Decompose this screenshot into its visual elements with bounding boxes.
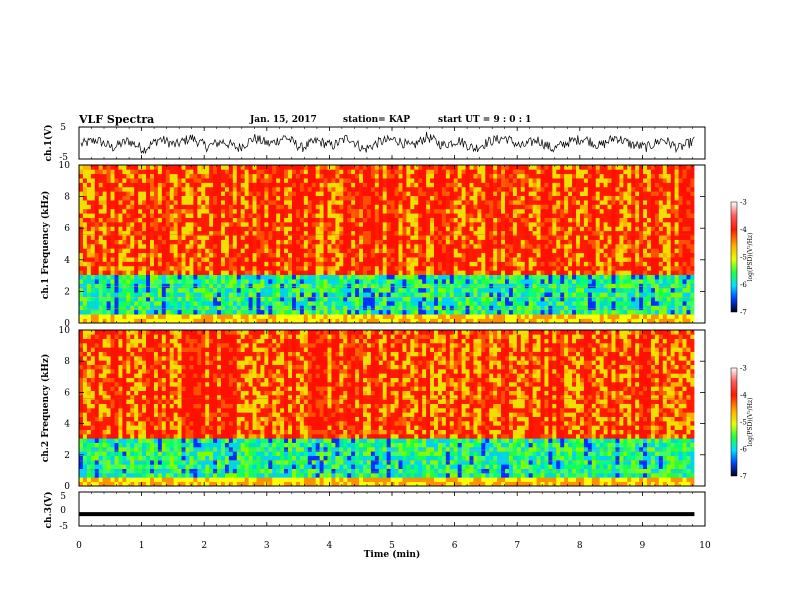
ch3-ytick-mid: 0	[60, 506, 66, 516]
ch1-colorbar-tick-2: -5	[740, 254, 747, 262]
ch1-colorbar-tick-4: -7	[740, 309, 747, 317]
ch2-colorbar-tick-4: -7	[740, 473, 747, 481]
ch1-waveform-ylabel: ch.1(V)	[43, 125, 54, 162]
ch1-waveform-panel: 5 -5 ch.1(V)	[43, 123, 706, 163]
ch1-waveform-line	[80, 131, 695, 154]
time-tick-0: 0	[76, 541, 82, 551]
ch2-ytick-3: 6	[64, 388, 70, 398]
start-time-label: start UT = 9 : 0 : 1	[438, 115, 531, 125]
ch1-colorbar-tick-1: -4	[740, 226, 747, 234]
date-label: Jan. 15, 2017	[249, 115, 317, 125]
ch1-colorbar-tick-3: -6	[740, 281, 747, 289]
time-tick-7: 7	[514, 541, 520, 551]
ch2-freq-ylabel: ch.2 Frequency (kHz)	[40, 354, 51, 463]
ch2-colorbar-label: log(PSD)(V²/Hz)	[747, 398, 754, 447]
ch1-spectrogram-image	[79, 165, 705, 324]
ch2-ytick-4: 8	[64, 357, 70, 367]
ch1-ytick-0: 0	[64, 319, 70, 329]
time-tick-9: 9	[640, 541, 646, 551]
time-tick-4: 4	[327, 541, 333, 551]
figure-title: VLF Spectra	[78, 113, 154, 126]
ch2-colorbar-tick-3: -6	[740, 446, 747, 454]
ch1-colorbar-label: log(PSD)(V²/Hz)	[747, 233, 754, 282]
time-axis-label: Time (min)	[364, 549, 421, 560]
ch2-colorbar-tick-2: -5	[740, 419, 747, 427]
ch1-ytick-top: 5	[60, 123, 66, 133]
ch1-ytick-3: 6	[64, 224, 70, 234]
ch1-ytick-1: 2	[64, 287, 70, 297]
time-axis-ticks: 0 1 2 3 4 5 6 7 8 9 10	[76, 127, 711, 551]
ch1-ytick-5: 10	[59, 161, 71, 171]
ch3-waveform-ylabel: ch.3(V)	[43, 492, 54, 529]
ch1-waveform-trace	[80, 131, 695, 154]
ch1-colorbar-tick-0: -3	[740, 199, 747, 207]
ch1-colorbar	[730, 201, 738, 313]
ch2-colorbar-tick-1: -4	[740, 392, 747, 400]
time-tick-5: 5	[389, 541, 395, 551]
ch2-freq-yticks: 0 2 4 6 8 10	[59, 326, 705, 492]
time-tick-8: 8	[577, 541, 583, 551]
time-tick-3: 3	[264, 541, 270, 551]
time-tick-2: 2	[201, 541, 207, 551]
time-tick-6: 6	[452, 541, 458, 551]
ch3-ytick-top: 5	[60, 492, 66, 502]
station-label: station= KAP	[343, 115, 410, 125]
ch1-freq-yticks: 0 2 4 6 8 10	[59, 161, 705, 329]
ch3-waveform-panel: 5 0 -5 ch.3(V)	[43, 491, 706, 532]
ch2-colorbar-tick-0: -3	[740, 365, 747, 373]
ch2-ytick-2: 4	[64, 420, 70, 430]
ch1-freq-ylabel: ch.1 Frequency (kHz)	[40, 191, 51, 300]
ch2-colorbar	[730, 367, 738, 477]
ch2-ytick-5: 10	[59, 326, 71, 336]
ch2-ytick-0: 0	[64, 482, 70, 492]
ch1-ytick-4: 8	[64, 193, 70, 203]
ch3-ytick-bottom: -5	[59, 522, 68, 532]
ch1-ytick-bottom: -5	[59, 153, 68, 163]
ch1-ytick-2: 4	[64, 256, 70, 266]
time-tick-1: 1	[139, 541, 145, 551]
ch1-colorbar-ticks: -3 -4 -5 -6 -7	[740, 199, 747, 317]
ch2-spectrogram-image	[79, 330, 705, 487]
time-tick-10: 10	[699, 541, 711, 551]
ch2-colorbar-ticks: -3 -4 -5 -6 -7	[740, 365, 747, 481]
ch2-ytick-1: 2	[64, 451, 70, 461]
